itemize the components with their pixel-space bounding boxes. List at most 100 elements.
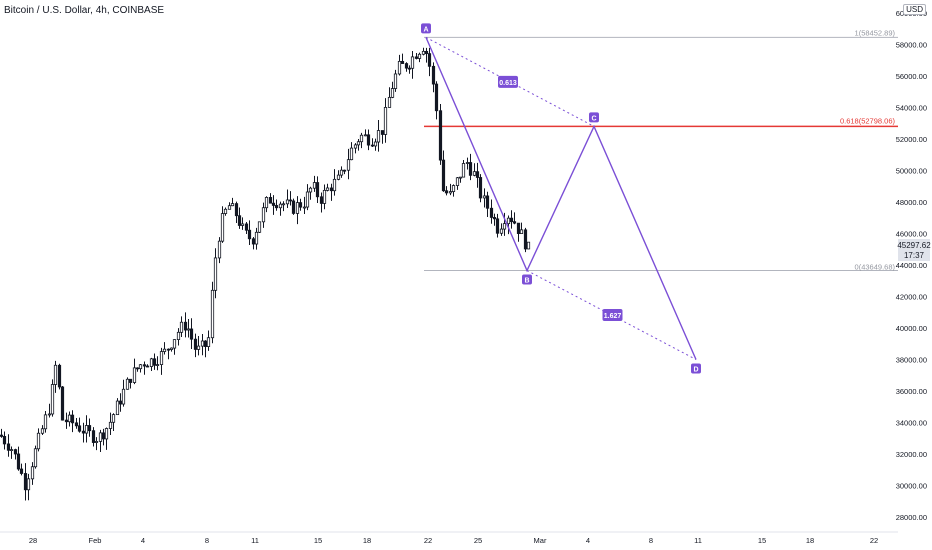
pattern-point-a[interactable]: A (421, 23, 431, 34)
candle-body (499, 228, 504, 234)
candle-body (302, 206, 307, 209)
candlestick-series (0, 47, 531, 501)
candle (169, 347, 174, 352)
candle-body (285, 199, 290, 205)
pattern-legs[interactable] (425, 37, 697, 360)
candle (346, 148, 351, 180)
candle-body (111, 414, 116, 423)
candle (257, 221, 262, 233)
price-axis[interactable]: 28000.00 30000.00 32000.00 34000.00 36000.00… (896, 9, 927, 522)
time-tick-label: 22 (424, 536, 432, 545)
candle-body (322, 189, 327, 204)
candle (325, 183, 330, 192)
price-tick-label: 50000.00 (896, 167, 927, 176)
candle (431, 62, 436, 93)
candle-body (264, 197, 269, 209)
time-tick-label: 8 (205, 536, 209, 545)
candle-body (135, 367, 140, 370)
candle (312, 175, 317, 192)
candle-body (94, 441, 99, 443)
candle-body (475, 171, 480, 178)
candle-body (438, 110, 443, 161)
candle-body (149, 358, 154, 367)
candle (400, 53, 405, 64)
candle-body (200, 340, 205, 347)
candle (478, 174, 483, 203)
candle (196, 336, 201, 356)
candle-body (87, 425, 92, 432)
candle-body (257, 221, 262, 233)
pattern-point-badge (522, 274, 532, 285)
pattern-ratio-badge[interactable]: 1.627 (602, 309, 623, 322)
price-tick-label: 48000.00 (896, 198, 927, 207)
candle (77, 417, 82, 433)
pattern-ratio-bg (602, 309, 623, 322)
candle (506, 215, 511, 235)
candle (145, 364, 150, 368)
candle (87, 418, 92, 437)
candle-body (74, 422, 79, 427)
pattern-point-label: D (693, 367, 698, 374)
harmonic-pattern[interactable]: A B C D 0.613 1.627 (421, 23, 701, 374)
candle (285, 189, 290, 209)
candle-body (50, 384, 55, 415)
candle (101, 428, 106, 446)
candle-body (19, 468, 24, 474)
price-tick-label: 30000.00 (896, 482, 927, 491)
pattern-point-b[interactable]: B (522, 274, 532, 285)
time-axis[interactable]: 28 Feb 4 8 11 15 18 22 25 Mar 4 8 11 15 18 22 (29, 536, 878, 545)
candle-body (53, 364, 58, 385)
candle (281, 201, 286, 212)
candle (159, 347, 164, 375)
candle (155, 356, 160, 371)
pattern-point-d[interactable]: D (691, 363, 701, 374)
candle-body (516, 222, 521, 234)
candle (2, 431, 7, 450)
candle-body (278, 203, 283, 209)
candle-body (213, 257, 218, 291)
candle (115, 398, 120, 416)
pattern-point-label: A (423, 26, 428, 33)
price-tick-label: 36000.00 (896, 387, 927, 396)
candle (142, 361, 147, 375)
candle-body (363, 134, 368, 137)
candle-body (451, 185, 456, 192)
candle-body (98, 432, 103, 442)
candle (404, 62, 409, 72)
candle-body (342, 169, 347, 172)
time-tick-label: 18 (806, 536, 814, 545)
candle-body (240, 223, 245, 226)
candle-body (57, 364, 62, 388)
candle-body (155, 364, 160, 366)
candle-body (441, 159, 446, 192)
pattern-point-c[interactable]: C (589, 112, 599, 123)
candle (308, 186, 313, 200)
candle (189, 318, 194, 349)
candle (424, 47, 429, 63)
candle-body (356, 141, 361, 146)
candle-body (6, 443, 11, 451)
currency-badge[interactable]: USD (903, 4, 926, 15)
candle-body (33, 448, 38, 468)
candle-body (43, 414, 48, 430)
candle-body (251, 238, 256, 245)
candle (132, 358, 137, 385)
candle-body (472, 171, 477, 176)
time-tick-label: 22 (870, 536, 878, 545)
candle-body (482, 195, 487, 199)
price-tick-label: 54000.00 (896, 104, 927, 113)
pattern-ratio-badge[interactable]: 0.613 (498, 75, 518, 88)
candle (6, 434, 11, 457)
candle-body (458, 176, 463, 179)
candle (67, 411, 72, 427)
candle (135, 367, 140, 372)
candle-body (383, 107, 388, 135)
candle-body (424, 50, 429, 55)
candle-body (315, 182, 320, 198)
candle (438, 103, 443, 165)
candle-body (26, 478, 31, 491)
candle-body (84, 425, 89, 434)
candle (319, 192, 324, 213)
candle-body (431, 65, 436, 85)
